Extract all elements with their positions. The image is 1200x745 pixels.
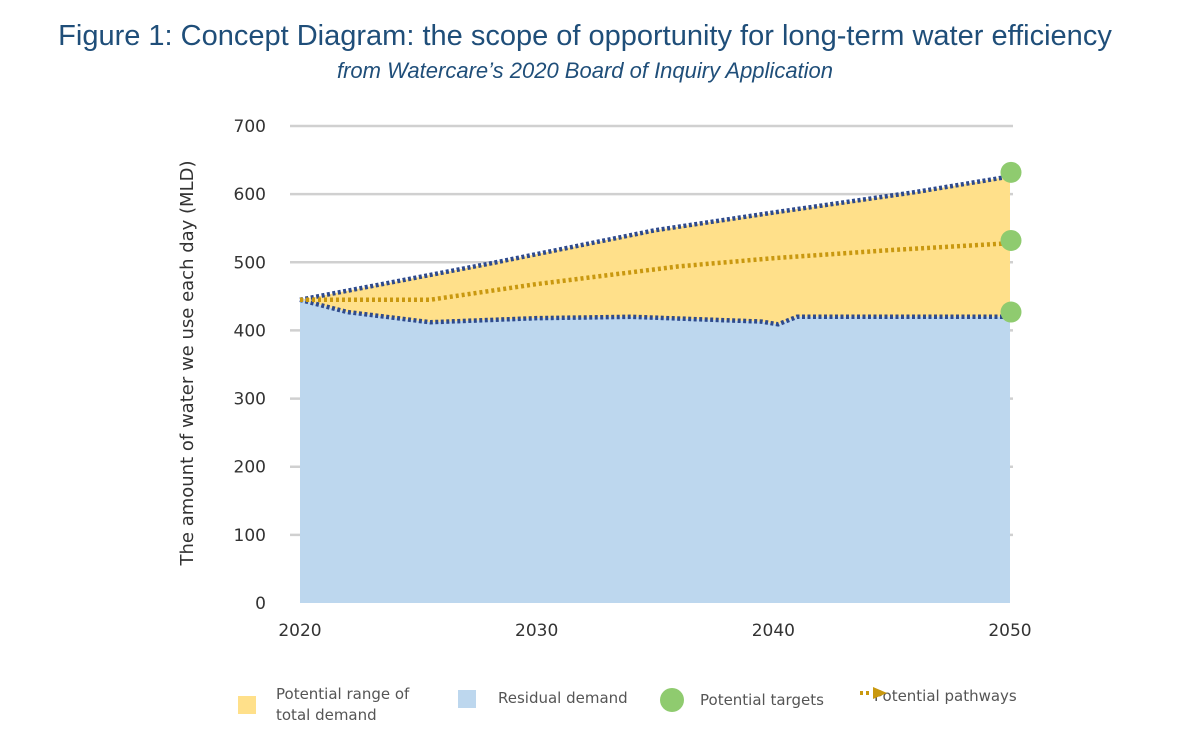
x-tick-2030: 2030: [515, 621, 558, 641]
y-tick-labels: 0 100 200 300 400 500 600 700: [234, 117, 266, 614]
x-tick-2020: 2020: [278, 621, 321, 641]
y-tick-0: 0: [255, 594, 266, 614]
residual-swatch: [458, 689, 476, 708]
chart-areas: [300, 176, 1010, 603]
upper-bound-line: [299, 174, 1011, 302]
y-tick-400: 400: [234, 321, 266, 341]
potential-target-3: [1000, 301, 1022, 323]
potential-target-1: [1000, 161, 1022, 183]
legend-item-range: Potential range of total demand: [238, 684, 426, 726]
legend-item-pathways: Potential pathways: [860, 686, 1017, 707]
y-tick-700: 700: [234, 117, 266, 137]
residual-demand-area: [300, 299, 1010, 603]
y-tick-300: 300: [234, 390, 266, 410]
figure-subtitle: from Watercare’s 2020 Board of Inquiry A…: [336, 58, 834, 83]
legend-range-label: Potential range of total demand: [276, 685, 410, 724]
chart-points: [1000, 161, 1022, 323]
range-swatch: [238, 696, 256, 714]
chart-lines: [299, 174, 1011, 327]
legend-item-residual: Residual demand: [458, 688, 628, 709]
legend-pathways-label: Potential pathways: [874, 687, 1017, 705]
y-tick-100: 100: [234, 526, 266, 546]
potential-range-area: [300, 176, 1010, 325]
potential-pathway-line: [300, 240, 1011, 303]
x-tick-2050: 2050: [988, 621, 1031, 641]
x-tick-labels: 2020 2030 2040 2050: [278, 621, 1031, 641]
y-axis-label: The amount of water we use each day (MLD…: [177, 161, 198, 567]
target-circle-icon: [660, 688, 684, 712]
y-tick-600: 600: [234, 185, 266, 205]
figure-title: Figure 1: Concept Diagram: the scope of …: [58, 20, 1112, 52]
legend-targets-label: Potential targets: [700, 690, 824, 709]
x-tick-2040: 2040: [752, 621, 795, 641]
y-tick-200: 200: [234, 458, 266, 478]
potential-target-2: [1000, 229, 1022, 251]
legend: Potential range of total demand Residual…: [0, 680, 1200, 730]
legend-residual-label: Residual demand: [498, 689, 628, 707]
legend-item-targets: Potential targets: [660, 688, 824, 712]
y-tick-500: 500: [234, 253, 266, 273]
